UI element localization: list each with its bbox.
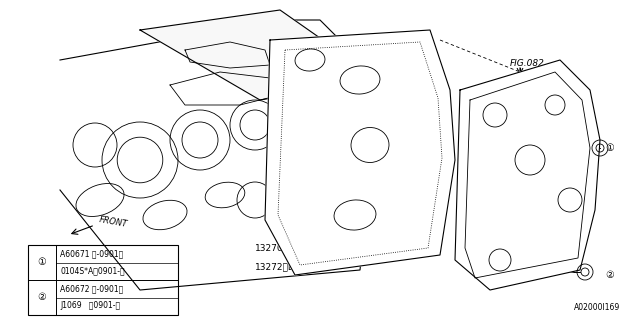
Polygon shape — [455, 60, 600, 290]
Text: FIG.050: FIG.050 — [462, 100, 497, 109]
Bar — [28, 245, 178, 315]
Text: 13293: 13293 — [395, 180, 424, 189]
Text: ②: ② — [38, 292, 46, 302]
Text: 13293: 13293 — [415, 91, 444, 100]
Polygon shape — [265, 30, 455, 275]
Text: J1069   ゐ0901-〉: J1069 ゐ0901-〉 — [60, 301, 120, 310]
Polygon shape — [140, 10, 380, 100]
Text: 13264〈RH〉: 13264〈RH〉 — [543, 186, 595, 195]
Text: FRONT: FRONT — [98, 215, 128, 229]
Text: A60672 （-0901）: A60672 （-0901） — [60, 284, 124, 293]
Polygon shape — [60, 20, 380, 290]
Text: 13278〈LH〉: 13278〈LH〉 — [543, 205, 594, 214]
Text: 13272〈LH〉: 13272〈LH〉 — [255, 262, 306, 271]
Text: A60671 （-0901）: A60671 （-0901） — [60, 250, 124, 259]
Text: 0104S*Aゐ0901-〉: 0104S*Aゐ0901-〉 — [60, 267, 125, 276]
Text: FIG.082: FIG.082 — [510, 59, 545, 68]
Text: 13270〈RH〉: 13270〈RH〉 — [255, 243, 307, 252]
Text: ①: ① — [605, 143, 614, 153]
Text: ①: ① — [38, 257, 46, 267]
Text: A02000I169: A02000I169 — [573, 303, 620, 312]
Text: ②: ② — [605, 270, 614, 280]
